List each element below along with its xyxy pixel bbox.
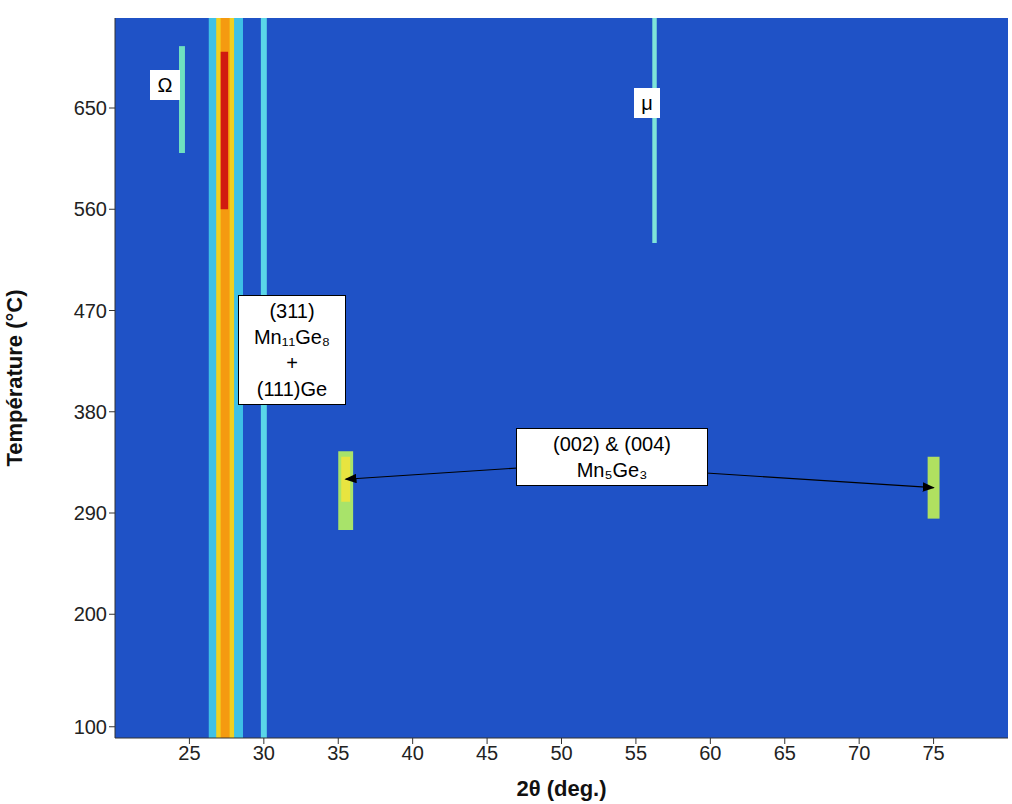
- svg-text:75: 75: [922, 742, 944, 764]
- svg-text:45: 45: [476, 742, 498, 764]
- svg-text:60: 60: [699, 742, 721, 764]
- html-text:Mn₅Ge₃: Mn₅Ge₃: [576, 459, 648, 481]
- svg-text:200: 200: [74, 603, 107, 625]
- svg-text:55: 55: [625, 742, 647, 764]
- html-text:μ: μ: [641, 92, 653, 114]
- svg-text:Température (°C): Température (°C): [2, 289, 27, 466]
- svg-text:650: 650: [74, 97, 107, 119]
- svg-text:100: 100: [74, 716, 107, 738]
- html-text:Ω: Ω: [157, 74, 173, 96]
- svg-text:380: 380: [74, 401, 107, 423]
- svg-text:2θ (deg.): 2θ (deg.): [516, 776, 606, 801]
- svg-text:470: 470: [74, 300, 107, 322]
- svg-text:560: 560: [74, 198, 107, 220]
- svg-text:70: 70: [848, 742, 870, 764]
- html-text:(111)Ge: (111)Ge: [256, 378, 328, 400]
- svg-text:25: 25: [178, 742, 200, 764]
- svg-text:35: 35: [327, 742, 349, 764]
- html-text:(002) & (004): (002) & (004): [553, 433, 671, 455]
- svg-text:40: 40: [402, 742, 424, 764]
- svg-text:50: 50: [550, 742, 572, 764]
- svg-text:30: 30: [253, 742, 275, 764]
- html-text:(311): (311): [269, 300, 315, 322]
- html-text:Mn₁₁Ge₈: Mn₁₁Ge₈: [253, 326, 331, 348]
- svg-text:65: 65: [774, 742, 796, 764]
- svg-text:290: 290: [74, 502, 107, 524]
